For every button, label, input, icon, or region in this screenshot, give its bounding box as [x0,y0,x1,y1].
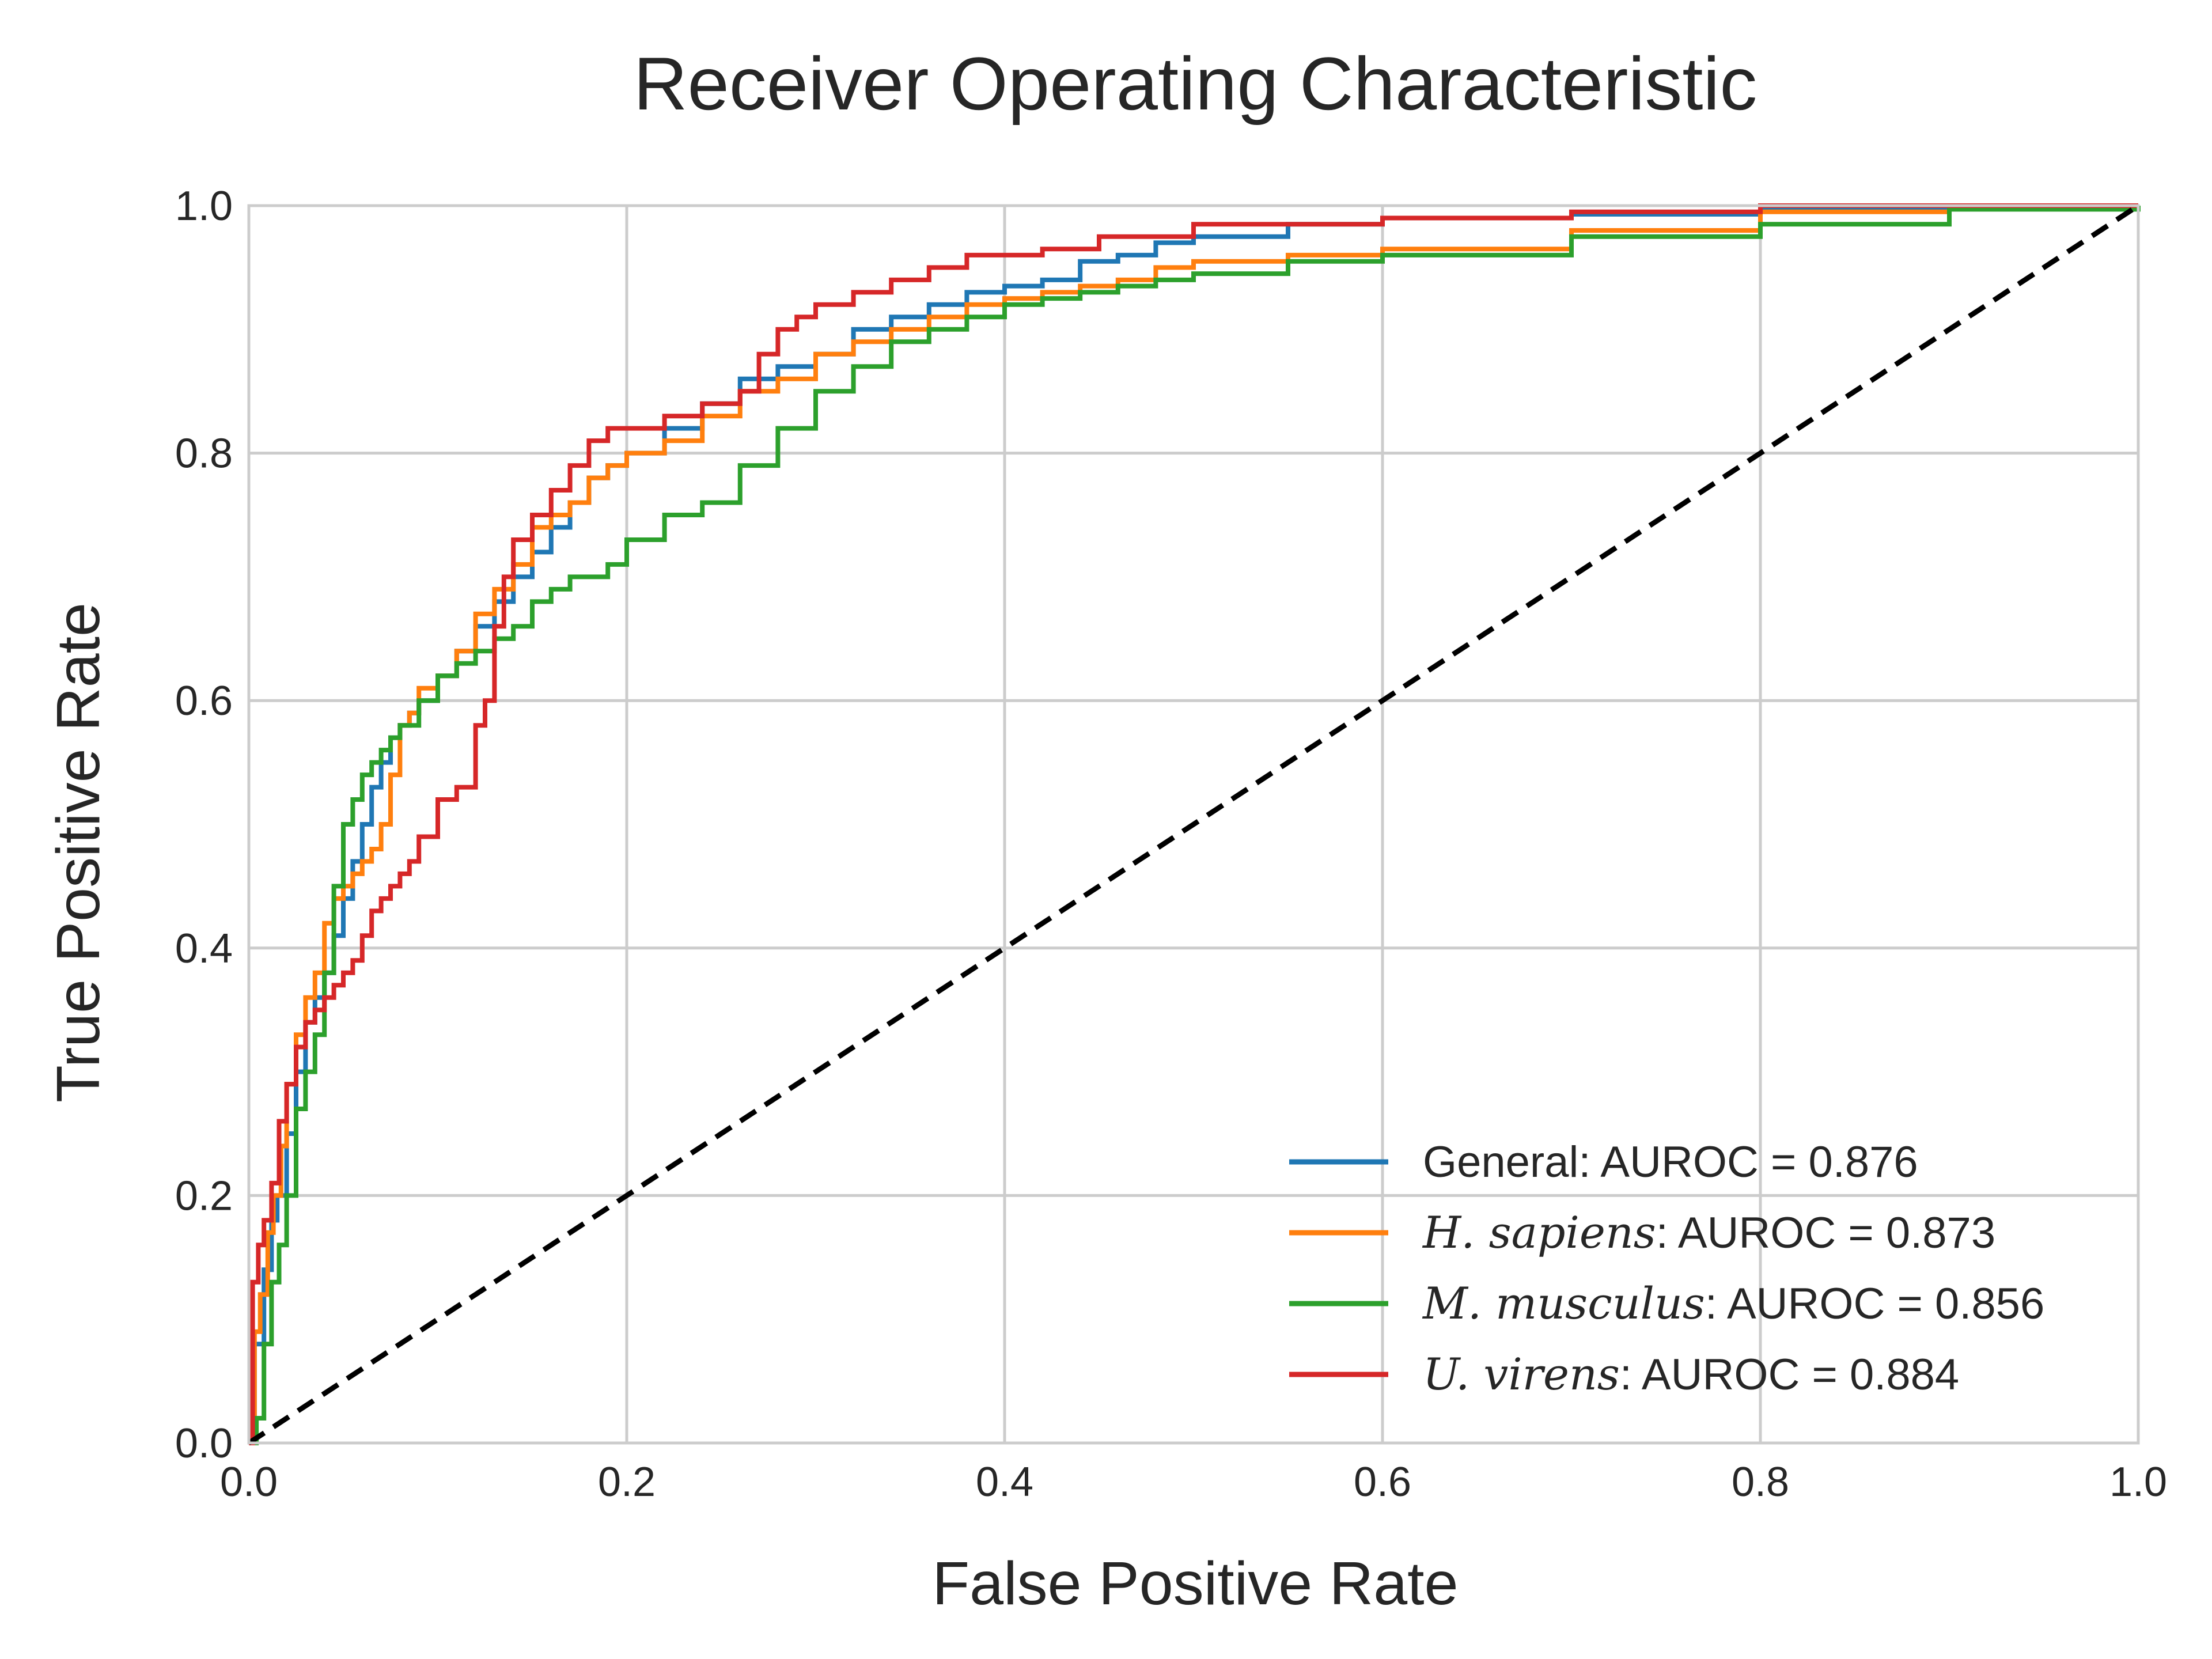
roc-line-h-sapiens [249,203,2138,1445]
y-tick-label: 0.6 [175,678,233,724]
roc-line-u-virens [249,203,2138,1445]
x-tick-label: 1.0 [2109,1459,2167,1505]
y-axis-title: True Positive Rate [44,603,112,1103]
chance-diagonal-line [247,203,2140,1445]
legend-entry-h-sapiens: H. sapiens: AUROC = 0.873 [1422,1207,1995,1258]
legend-series-name: U. virens [1423,1349,1620,1400]
y-tick-label: 0.2 [175,1173,233,1219]
y-tick-label: 1.0 [175,183,233,229]
legend-entry-m-musculus: M. musculus: AUROC = 0.856 [1422,1278,2044,1329]
legend-series-name: General [1423,1138,1578,1187]
legend-auroc-value: : AUROC = 0.873 [1656,1209,1995,1257]
x-tick-label: 0.0 [220,1459,278,1505]
x-tick-label: 0.2 [598,1459,656,1505]
legend-auroc-value: : AUROC = 0.856 [1705,1279,2044,1328]
x-tick-label: 0.6 [1354,1459,1411,1505]
roc-line-m-musculus [249,206,2141,1445]
y-tick-label: 0.8 [175,431,233,477]
legend-entry-u-virens: U. virens: AUROC = 0.884 [1423,1349,1959,1400]
legend-series-name: H. sapiens [1422,1207,1656,1258]
x-tick-label: 0.4 [976,1459,1033,1505]
y-tick-label: 0.0 [175,1421,233,1467]
y-tick-label: 0.4 [175,926,233,972]
plot-frame [247,204,2140,1445]
legend-series-name: M. musculus [1422,1278,1705,1329]
legend-auroc-value: : AUROC = 0.876 [1578,1138,1918,1187]
series-lines [247,203,2141,1445]
chart-title: Receiver Operating Characteristic [634,41,1758,126]
x-tick-label: 0.8 [1732,1459,1789,1505]
legend-entry-general: General: AUROC = 0.876 [1423,1138,1918,1187]
tick-labels: 0.0 0.2 0.4 0.6 0.8 1.0 0.0 0.2 0.4 0.6 0.8 1.0 [175,183,2167,1505]
legend-auroc-value: : AUROC = 0.884 [1620,1350,1959,1399]
x-axis-title: False Positive Rate [932,1550,1458,1618]
